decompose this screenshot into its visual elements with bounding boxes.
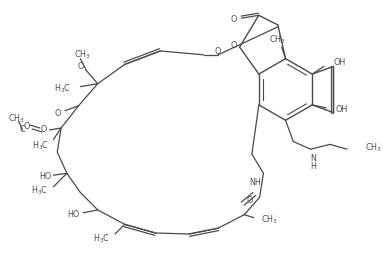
Text: O: O	[41, 125, 47, 134]
Text: C: C	[20, 125, 25, 134]
Text: O: O	[247, 196, 253, 205]
Text: O: O	[215, 47, 221, 57]
Text: OH: OH	[336, 105, 348, 114]
Text: CH$_3$: CH$_3$	[365, 141, 381, 153]
Text: H$_3$C: H$_3$C	[93, 233, 110, 245]
Text: CH$_3$: CH$_3$	[270, 33, 286, 46]
Text: H$_3$C: H$_3$C	[31, 184, 47, 197]
Text: OH: OH	[334, 58, 346, 67]
Text: NH: NH	[249, 178, 260, 187]
Text: O: O	[23, 122, 29, 131]
Text: CH$_3$: CH$_3$	[262, 213, 278, 226]
Text: O: O	[231, 15, 237, 24]
Text: HO: HO	[67, 210, 80, 219]
Text: O: O	[54, 109, 61, 118]
Text: H: H	[311, 162, 316, 171]
Text: N: N	[311, 154, 316, 163]
Text: O: O	[231, 41, 237, 50]
Text: H$_3$C: H$_3$C	[54, 82, 71, 95]
Text: HO: HO	[39, 172, 52, 181]
Text: O: O	[77, 62, 83, 71]
Text: H$_3$C: H$_3$C	[33, 139, 49, 152]
Text: CH$_3$: CH$_3$	[8, 112, 25, 125]
Text: CH$_3$: CH$_3$	[74, 49, 91, 61]
